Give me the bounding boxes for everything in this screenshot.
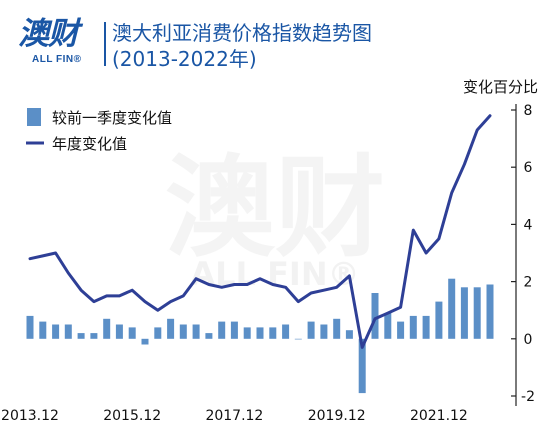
y-axis: 8 6 4 2 0 -2 [511, 103, 535, 406]
legend-label-line: 年度变化值 [52, 135, 127, 153]
bar-2016.03 [141, 338, 149, 345]
x-tick-label: 2021.12 [410, 408, 468, 424]
legend-swatch-bar [27, 108, 41, 126]
bar-2019.03 [294, 338, 302, 340]
bar-2017.06 [205, 333, 213, 339]
y-tick-label: 6 [524, 160, 533, 176]
chart-title-line-1: 澳大利亚消费价格指数趋势图 [112, 21, 372, 45]
bar-2022.12 [486, 284, 494, 339]
bar-2015.03 [90, 333, 98, 339]
bar-2020.03 [345, 330, 353, 339]
bar-2014.09 [64, 324, 72, 339]
y-tick-label: 0 [524, 332, 533, 348]
bar-2016.12 [179, 324, 187, 339]
bar-2013.12 [26, 315, 34, 339]
x-tick-label: 2019.12 [308, 408, 366, 424]
brand-logo: 澳财 ALL FIN® [18, 16, 106, 68]
bar-2015.06 [103, 318, 111, 339]
bar-2018.03 [243, 327, 251, 339]
bar-2022.06 [460, 287, 468, 339]
chart-header: 澳财 ALL FIN® 澳大利亚消费价格指数趋势图 (2013-2022年) [0, 0, 550, 80]
y-axis-label: 变化百分比 [462, 78, 538, 96]
bar-2021.03 [397, 321, 405, 339]
y-tick-label: -2 [521, 389, 535, 405]
brand-logo-cn: 澳财 [18, 16, 79, 52]
bar-series [26, 278, 494, 394]
bar-2019.09 [320, 324, 328, 339]
bar-2018.12 [282, 324, 290, 339]
header-divider [104, 22, 106, 66]
bar-2014.12 [77, 333, 85, 339]
bar-2017.12 [230, 321, 238, 339]
x-tick-label: 2015.12 [103, 408, 161, 424]
bar-2017.09 [218, 321, 226, 339]
watermark: 澳财 ALL FIN® [165, 144, 385, 293]
chart-title-line-2: (2013-2022年) [112, 47, 257, 71]
bar-2015.12 [128, 327, 136, 339]
bar-2014.03 [39, 321, 47, 339]
annual-change-line [28, 114, 492, 349]
bar-2020.06 [358, 338, 366, 394]
legend: 较前一季度变化值 年度变化值 [26, 108, 172, 153]
bar-2018.09 [269, 327, 277, 339]
bar-2022.03 [448, 278, 456, 339]
y-tick-label: 2 [524, 275, 533, 291]
chart-title: 澳大利亚消费价格指数趋势图 (2013-2022年) [112, 20, 372, 72]
legend-label-bar: 较前一季度变化值 [52, 109, 172, 127]
bar-2021.06 [409, 315, 417, 339]
bar-2019.12 [333, 318, 341, 339]
x-axis: 2013.12 2015.12 2017.12 2019.12 2021.12 [1, 408, 468, 424]
y-tick-label: 4 [524, 217, 533, 233]
bar-2020.09 [371, 293, 379, 339]
x-tick-label: 2013.12 [1, 408, 59, 424]
bar-2019.06 [307, 321, 315, 339]
y-tick-label: 8 [524, 103, 533, 119]
bar-2016.09 [167, 318, 175, 339]
bar-2022.09 [473, 287, 481, 339]
watermark-cn: 澳财 [165, 144, 385, 272]
bar-2021.12 [435, 301, 443, 339]
line-series-layer [28, 114, 492, 349]
bar-2018.06 [256, 327, 264, 339]
x-tick-label: 2017.12 [205, 408, 263, 424]
bar-2016.06 [154, 327, 162, 339]
bar-2015.09 [115, 324, 123, 339]
bar-2014.06 [52, 324, 60, 339]
bar-2021.09 [422, 315, 430, 339]
bar-2017.03 [192, 324, 200, 339]
brand-logo-en: ALL FIN® [32, 54, 82, 65]
bar-2020.12 [384, 313, 392, 339]
